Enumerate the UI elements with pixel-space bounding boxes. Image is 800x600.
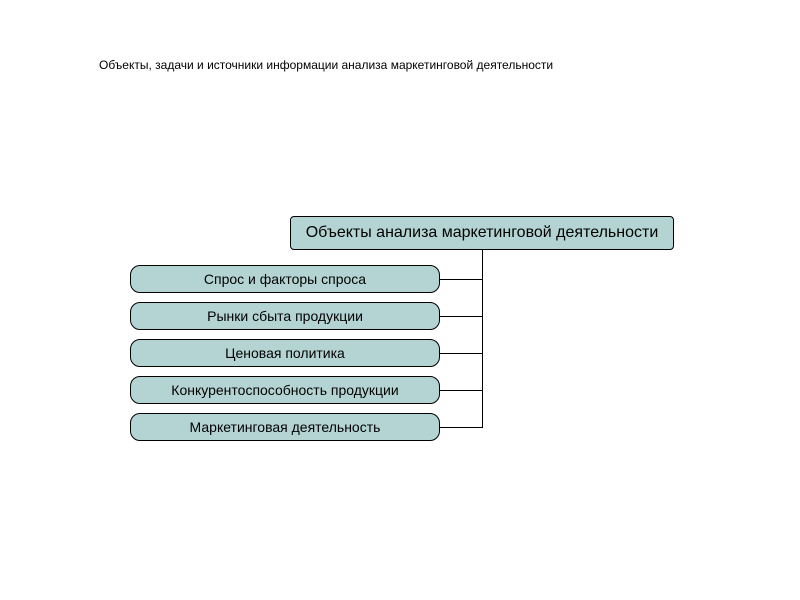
child-label: Конкурентоспособность продукции xyxy=(171,382,398,398)
connector-horizontal xyxy=(440,390,483,391)
root-node: Объекты анализа маркетинговой деятельнос… xyxy=(290,216,674,250)
root-label: Объекты анализа маркетинговой деятельнос… xyxy=(306,224,659,242)
child-label: Спрос и факторы спроса xyxy=(204,271,366,287)
connector-horizontal xyxy=(440,353,483,354)
connector-horizontal xyxy=(440,427,483,428)
page-title: Объекты, задачи и источники информации а… xyxy=(99,58,553,72)
connector-vertical xyxy=(482,250,483,427)
child-node: Конкурентоспособность продукции xyxy=(130,376,440,404)
child-node: Маркетинговая деятельность xyxy=(130,413,440,441)
child-node: Рынки сбыта продукции xyxy=(130,302,440,330)
child-label: Ценовая политика xyxy=(225,345,345,361)
child-node: Ценовая политика xyxy=(130,339,440,367)
child-node: Спрос и факторы спроса xyxy=(130,265,440,293)
child-label: Рынки сбыта продукции xyxy=(207,308,363,324)
connector-horizontal xyxy=(440,316,483,317)
connector-horizontal xyxy=(440,279,483,280)
child-label: Маркетинговая деятельность xyxy=(190,419,381,435)
